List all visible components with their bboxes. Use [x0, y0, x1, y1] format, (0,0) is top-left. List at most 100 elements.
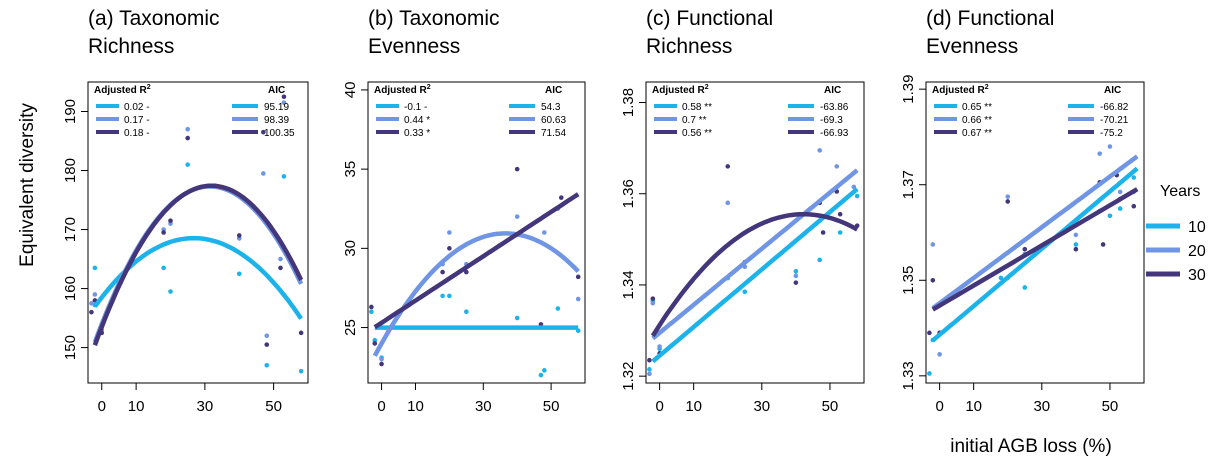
- x-tick-label: 10: [407, 398, 424, 415]
- r2-legend-header: Adjusted R2: [932, 84, 989, 96]
- data-point-year-20: [1107, 144, 1113, 149]
- y-axis-label: Equivalent diversity: [17, 103, 38, 267]
- data-point-year-20: [89, 301, 94, 306]
- data-point-year-20: [278, 256, 283, 262]
- x-axis-label: initial AGB loss (%): [950, 436, 1112, 457]
- fit-line-year-30: [373, 192, 580, 330]
- data-point-year-30: [650, 296, 656, 301]
- data-point-year-20: [261, 171, 266, 176]
- data-point-year-20: [834, 164, 840, 169]
- x-tick-label: 0: [377, 398, 385, 415]
- data-point-year-10: [1107, 213, 1113, 219]
- data-point-year-20: [185, 126, 190, 132]
- data-point-year-10: [1073, 242, 1079, 247]
- data-point-year-10: [161, 265, 166, 271]
- aic-legend-header: AIC: [1104, 85, 1121, 96]
- aic-legend-value: -63.86: [820, 102, 849, 113]
- r2-superscript: 2: [427, 84, 431, 91]
- data-point-year-30: [447, 246, 452, 251]
- r2-legend-value: 0.33 *: [404, 128, 430, 139]
- y-tick-label: 1.33: [900, 361, 917, 390]
- data-point-year-30: [298, 330, 304, 336]
- data-point-year-20: [542, 230, 547, 235]
- r2-legend-value: 0.17 -: [124, 115, 150, 126]
- data-point-year-30: [1100, 242, 1106, 247]
- fit-line-year-10: [93, 235, 303, 320]
- data-point-year-10: [998, 275, 1004, 281]
- data-point-year-10: [447, 293, 452, 299]
- x-tick-label: 30: [197, 398, 214, 415]
- r2-legend-value: 0.02 -: [124, 102, 150, 113]
- y-tick-label: 1.32: [620, 362, 637, 391]
- years-legend-label-30: 30: [1188, 267, 1206, 284]
- data-point-year-20: [92, 292, 98, 297]
- data-point-year-10: [92, 265, 98, 271]
- data-point-year-30: [927, 330, 932, 336]
- r2-legend-value: -0.1 -: [404, 102, 427, 113]
- data-point-year-10: [1117, 206, 1123, 211]
- r2-legend-value: 0.66 **: [962, 115, 992, 126]
- aic-legend-value: 54.3: [541, 102, 561, 113]
- data-point-year-10: [555, 306, 561, 311]
- r2-legend-value: 0.18 -: [124, 128, 150, 139]
- data-point-year-30: [514, 166, 520, 172]
- r2-legend-header: Adjusted R2: [374, 84, 431, 96]
- data-point-year-30: [558, 195, 564, 200]
- data-point-year-10: [464, 309, 469, 315]
- fit-line-year-20: [372, 231, 580, 357]
- r2-legend-value: 0.56 **: [682, 128, 712, 139]
- data-point-year-20: [657, 344, 662, 349]
- r2-legend-value: 0.67 **: [962, 128, 992, 139]
- data-point-year-10: [742, 289, 748, 295]
- plot-frame: [367, 81, 586, 384]
- y-tick-label: 1.39: [900, 75, 917, 104]
- data-point-year-20: [264, 333, 270, 339]
- x-tick-label: 50: [543, 398, 560, 415]
- data-point-year-20: [817, 148, 823, 153]
- data-point-year-20: [725, 200, 731, 206]
- aic-legend-value: 60.63: [541, 115, 566, 126]
- y-tick-label: 40: [342, 82, 359, 99]
- data-point-year-30: [1005, 199, 1011, 204]
- x-tick-label: 10: [128, 398, 145, 415]
- y-tick-label: 1.37: [900, 170, 917, 199]
- data-point-year-20: [1117, 189, 1123, 195]
- y-tick-label: 25: [342, 319, 359, 336]
- data-point-year-30: [725, 164, 731, 169]
- data-point-year-30: [372, 341, 378, 346]
- data-point-year-10: [369, 309, 374, 315]
- data-point-year-30: [264, 342, 270, 347]
- y-tick-label: 1.38: [620, 88, 637, 117]
- data-point-year-30: [379, 361, 384, 367]
- plot-frame: [925, 81, 1145, 384]
- y-tick-label: 35: [342, 161, 359, 178]
- data-point-year-30: [440, 269, 445, 275]
- x-tick-label: 30: [1033, 398, 1050, 415]
- data-point-year-10: [281, 174, 287, 179]
- plot-frame: [645, 81, 865, 384]
- aic-legend-value: -70.21: [1100, 115, 1129, 126]
- data-point-year-10: [817, 257, 823, 263]
- fit-line-year-30: [931, 187, 1139, 312]
- data-point-year-10: [542, 368, 547, 373]
- data-point-year-20: [937, 352, 942, 357]
- data-point-year-10: [837, 230, 843, 235]
- data-point-year-10: [372, 337, 378, 343]
- r2-superscript: 2: [147, 84, 151, 91]
- data-point-year-30: [464, 269, 469, 275]
- aic-legend-header: AIC: [545, 85, 562, 96]
- data-point-year-30: [1022, 246, 1028, 252]
- y-tick-label: 1.36: [620, 179, 637, 208]
- fit-line-year-10: [931, 166, 1139, 343]
- panel-1: (a) Taxonomic Richness 0 10 30 50 150 160 170 180…: [62, 7, 309, 415]
- data-point-year-30: [161, 230, 166, 235]
- fit-line-year-30: [92, 183, 304, 346]
- y-tick-label: 190: [62, 99, 79, 124]
- r2-legend-value: 0.44 *: [404, 115, 430, 126]
- data-point-year-30: [647, 357, 652, 363]
- r2-legend-value: 0.58 **: [682, 102, 712, 113]
- data-point-year-30: [793, 280, 799, 285]
- y-tick-label: 150: [62, 335, 79, 360]
- data-point-year-10: [298, 368, 304, 374]
- data-point-year-10: [440, 293, 445, 299]
